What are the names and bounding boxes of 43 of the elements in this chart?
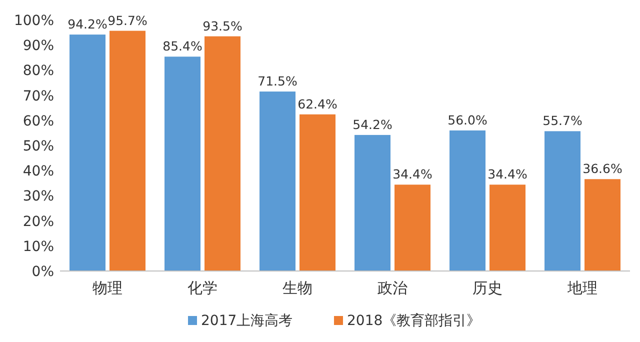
data-label: 36.6% <box>582 161 622 176</box>
y-tick-label: 20% <box>22 214 54 230</box>
bar <box>354 134 390 271</box>
bar <box>110 30 146 271</box>
y-tick-label: 80% <box>22 63 54 80</box>
data-label: 56.0% <box>448 112 488 128</box>
y-tick-label: 30% <box>22 188 54 205</box>
data-label: 95.7% <box>108 12 148 28</box>
bar <box>450 130 486 271</box>
legend-label: 2017上海高考 <box>201 313 293 329</box>
data-label: 85.4% <box>162 38 202 54</box>
x-tick-label: 化学 <box>188 279 218 297</box>
y-tick-label: 60% <box>22 113 54 130</box>
data-label: 62.4% <box>298 96 338 112</box>
bar <box>204 36 240 271</box>
x-tick-label: 物理 <box>92 279 122 297</box>
y-tick-label: 10% <box>22 238 54 255</box>
x-tick-label: 地理 <box>566 279 598 297</box>
x-tick-label: 政治 <box>378 279 408 297</box>
y-tick-label: 0% <box>32 264 54 280</box>
data-label: 34.4% <box>488 166 528 182</box>
y-tick-label: 50% <box>22 138 54 154</box>
data-label: 54.2% <box>352 116 392 132</box>
bar <box>544 131 580 271</box>
data-label: 71.5% <box>258 74 298 89</box>
data-label: 94.2% <box>68 16 108 32</box>
bar <box>164 56 200 271</box>
bar <box>260 92 296 271</box>
y-tick-label: 100% <box>14 13 54 29</box>
bar <box>490 184 526 271</box>
data-label: 34.4% <box>392 166 432 182</box>
y-tick-label: 70% <box>22 88 54 104</box>
y-tick-label: 90% <box>22 38 54 54</box>
bar <box>394 184 430 271</box>
x-tick-label: 生物 <box>282 279 312 297</box>
data-label: 93.5% <box>202 18 242 34</box>
bar <box>584 179 620 271</box>
y-tick-label: 40% <box>22 164 54 180</box>
data-label: 55.7% <box>542 113 582 128</box>
x-tick-label: 历史 <box>472 279 502 297</box>
bar <box>70 34 106 271</box>
bar <box>300 114 336 271</box>
legend-label: 2018《教育部指引》 <box>347 312 481 329</box>
